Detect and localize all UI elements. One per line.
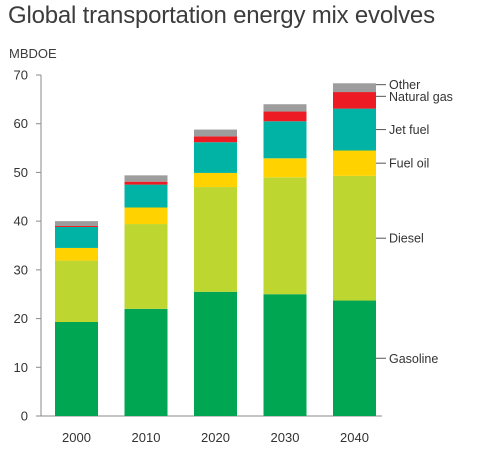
y-tick-label: 20 — [14, 311, 28, 326]
bar-segment-jet-fuel — [263, 121, 307, 159]
bar-segment-natural-gas — [194, 136, 237, 143]
legend-label-diesel: Diesel — [389, 232, 424, 246]
x-tick-label: 2030 — [271, 430, 300, 445]
y-tick-label: 70 — [14, 68, 28, 83]
bar-segment-diesel — [124, 224, 168, 309]
bar-segment-gasoline — [194, 291, 237, 416]
y-tick-label: 10 — [14, 360, 28, 375]
x-tick-label: 2010 — [132, 430, 161, 445]
y-tick-label: 0 — [21, 409, 28, 424]
bar-segment-fuel-oil — [333, 150, 376, 176]
chart-title: Global transportation energy mix evolves — [8, 2, 435, 29]
legend-label-gasoline: Gasoline — [389, 352, 438, 366]
y-tick-label: 60 — [14, 116, 28, 131]
legend-label-natural-gas: Natural gas — [389, 90, 453, 104]
y-tick-label: 40 — [14, 214, 28, 229]
bar-segment-natural-gas — [263, 111, 307, 122]
bar-segment-other — [124, 175, 168, 182]
bar-segment-other — [263, 104, 307, 112]
bar-segment-fuel-oil — [55, 247, 98, 261]
y-tick-label: 50 — [14, 165, 28, 180]
bar-segment-diesel — [333, 175, 376, 301]
bar-segment-jet-fuel — [194, 142, 237, 173]
bar-segment-gasoline — [263, 294, 307, 416]
y-tick-label: 30 — [14, 262, 28, 277]
bar-segment-natural-gas — [333, 92, 376, 109]
bar-segment-other — [333, 83, 376, 93]
bar-segment-fuel-oil — [124, 207, 168, 225]
bar-segment-jet-fuel — [55, 226, 98, 248]
bar-segment-jet-fuel — [333, 108, 376, 151]
y-axis-unit-label: MBDOE — [9, 46, 57, 61]
x-tick-label: 2020 — [201, 430, 230, 445]
legend-label-other: Other — [389, 78, 420, 92]
x-tick-label: 2000 — [62, 430, 91, 445]
bar-segment-gasoline — [55, 321, 98, 416]
bar-segment-diesel — [55, 260, 98, 322]
bar-segment-natural-gas — [55, 226, 98, 227]
legend-label-fuel-oil: Fuel oil — [389, 157, 429, 171]
bar-segment-jet-fuel — [124, 184, 168, 208]
bar-segment-fuel-oil — [263, 158, 307, 178]
legend-label-jet-fuel: Jet fuel — [389, 123, 429, 137]
bar-segment-gasoline — [333, 300, 376, 416]
bar-segment-diesel — [263, 177, 307, 295]
x-tick-label: 2040 — [340, 430, 369, 445]
bar-segment-natural-gas — [124, 181, 168, 185]
bar-segment-other — [194, 129, 237, 137]
bar-segment-diesel — [194, 187, 237, 292]
bar-segment-fuel-oil — [194, 172, 237, 188]
bar-segment-gasoline — [124, 308, 168, 416]
bar-segment-other — [55, 221, 98, 227]
